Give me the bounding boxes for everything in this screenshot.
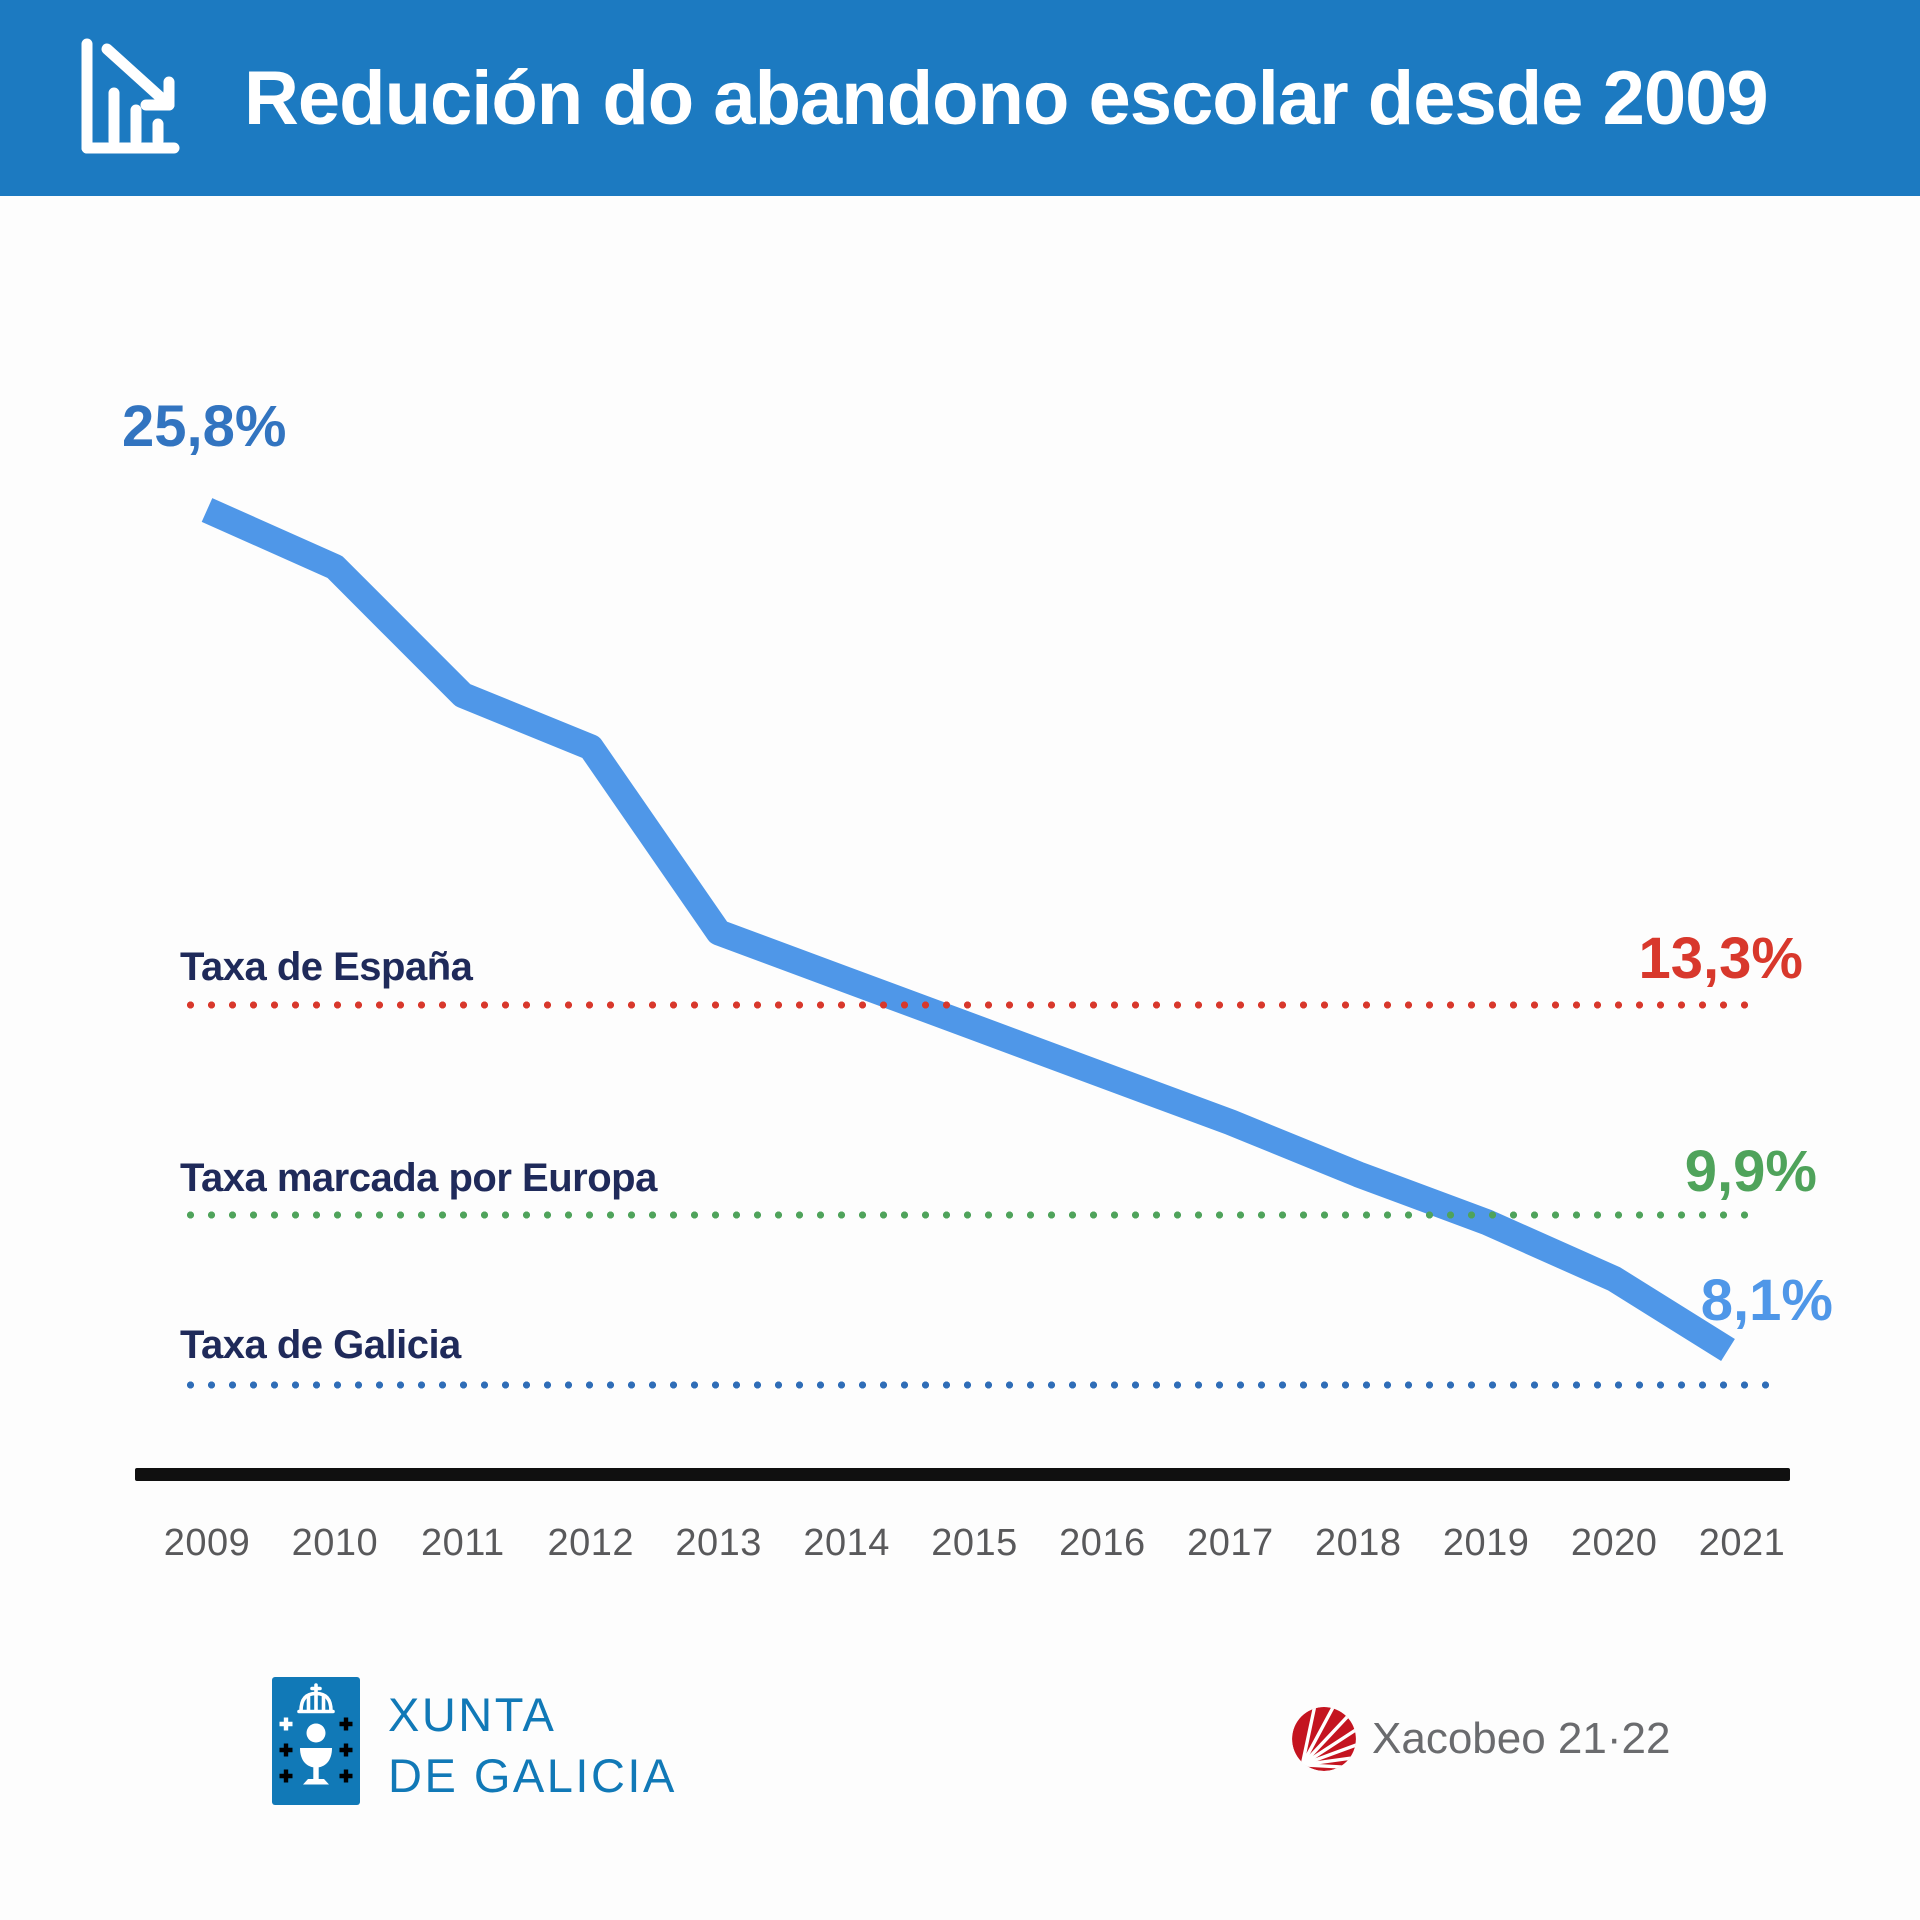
x-axis-label-2009: 2009 [163,1522,251,1564]
declining-bar-chart-icon [76,37,188,159]
x-axis-label-2021: 2021 [1698,1522,1786,1564]
ref-label-europa: Taxa marcada por Europa [180,1156,657,1200]
ref-dotted-line-europa [180,1211,1758,1219]
x-axis-label-2017: 2017 [1187,1522,1274,1564]
xunta-de-galicia-crest-icon [272,1677,360,1805]
x-axis-label-2011: 2011 [420,1522,505,1564]
x-axis-label-2018: 2018 [1314,1522,1402,1564]
x-axis-label-2019: 2019 [1442,1522,1530,1564]
xunta-line1: XUNTA [388,1688,557,1741]
xacobeo-wordmark: Xacobeo 21·22 [1372,1714,1671,1763]
end-value-label: 8,1% [1700,1268,1833,1333]
header-bar: Redución do abandono escolar desde 2009 [0,0,1920,196]
x-axis-label-2012: 2012 [547,1522,635,1564]
x-axis-line [135,1468,1790,1481]
x-axis-label-2016: 2016 [1059,1522,1146,1564]
ref-value-espana: 13,3% [1638,926,1803,991]
galicia-trend-line [201,498,1735,1362]
x-axis-label-2020: 2020 [1570,1522,1658,1564]
ref-value-europa: 9,9% [1684,1139,1817,1204]
start-value-label: 25,8% [122,394,287,459]
x-axis-label-2010: 2010 [291,1522,379,1564]
ref-dotted-line-galicia [180,1381,1780,1389]
xunta-line2: DE GALICIA [388,1749,677,1802]
ref-label-espana: Taxa de España [180,945,473,989]
x-axis-label-2013: 2013 [675,1522,762,1564]
xunta-de-galicia-wordmark: XUNTA DE GALICIA [388,1684,677,1806]
x-axis-label-2015: 2015 [931,1522,1018,1564]
x-axis-labels: 2009 2010 2011 2012 2013 2014 2015 2016 2017 2018… [0,1522,1920,1570]
xacobeo-shell-icon [1290,1705,1358,1773]
ref-dotted-line-espana [180,1001,1762,1009]
x-axis-label-2014: 2014 [803,1522,890,1564]
page-title: Redución do abandono escolar desde 2009 [244,55,1769,141]
ref-label-galicia: Taxa de Galicia [180,1323,461,1367]
